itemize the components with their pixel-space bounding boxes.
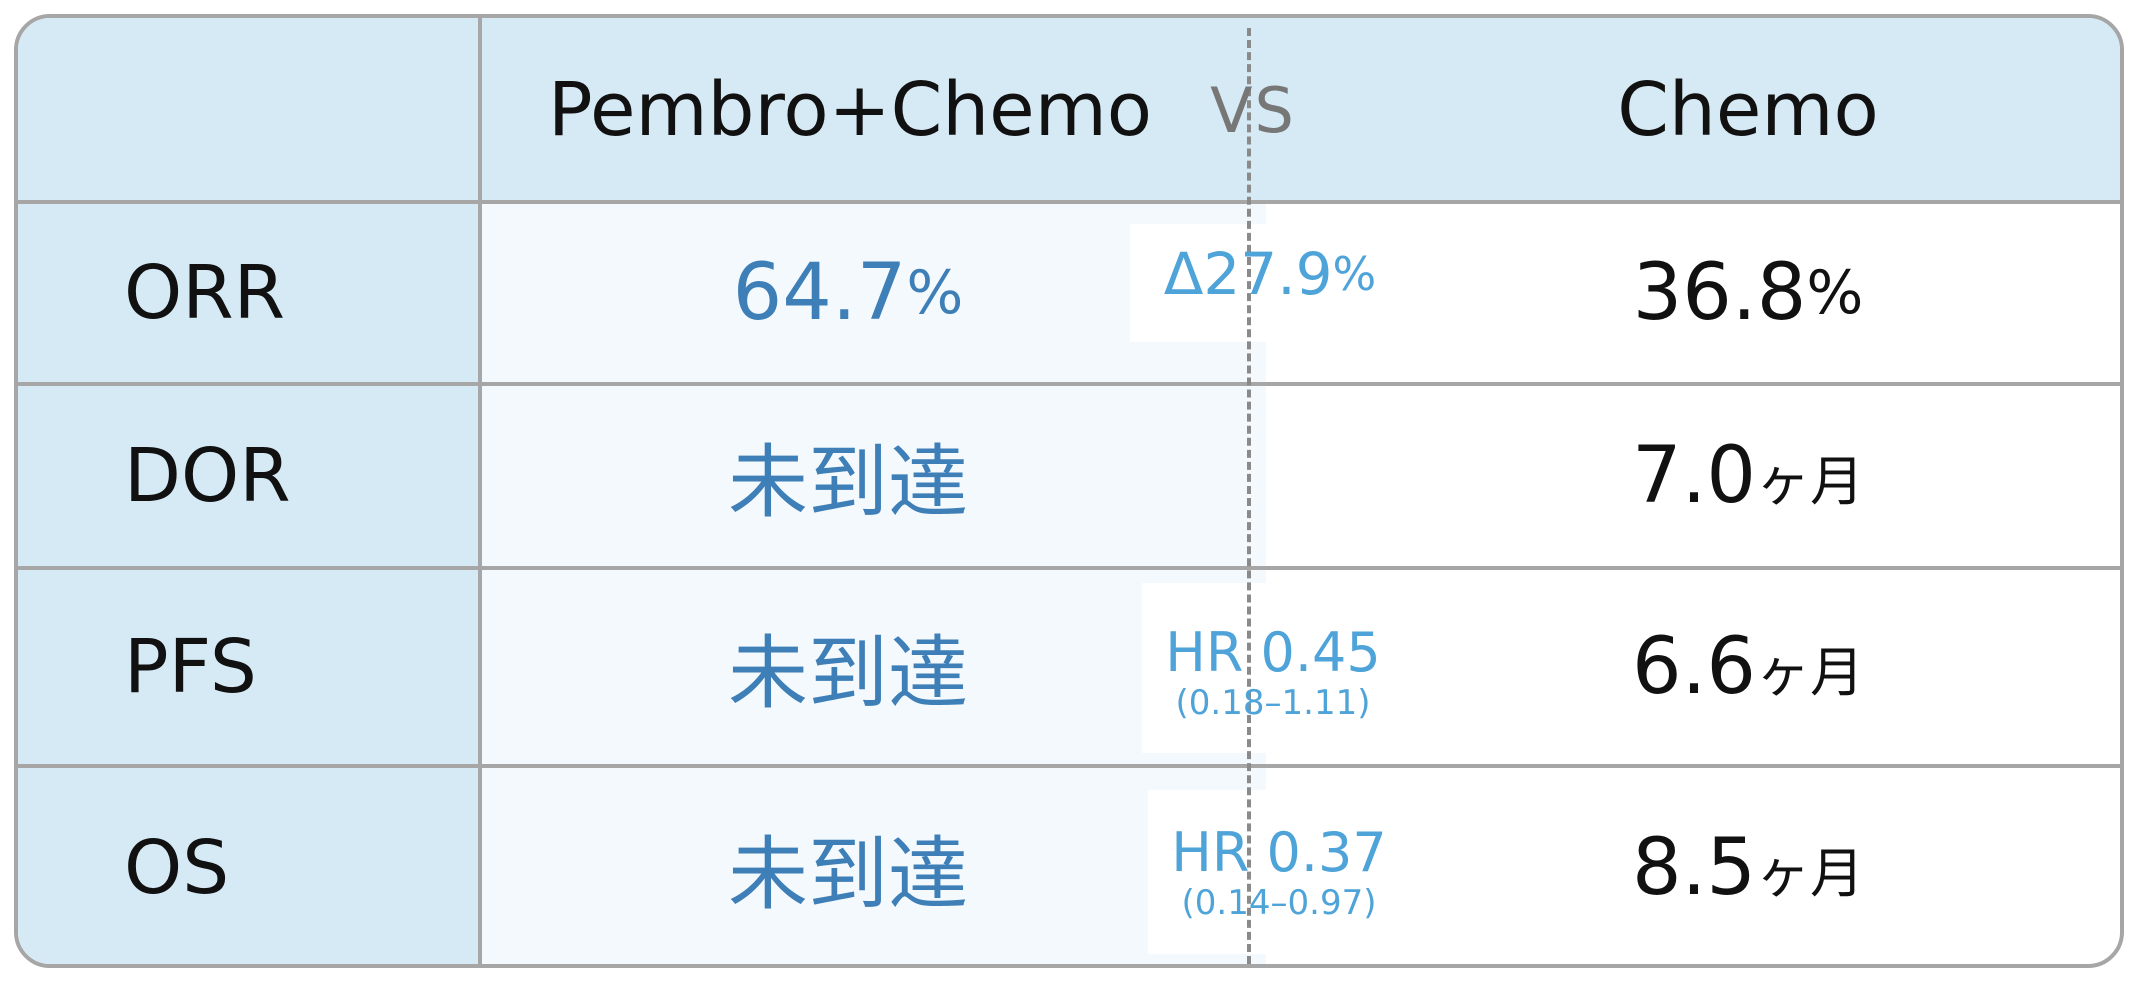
row-label-pfs: PFS <box>124 624 257 710</box>
orr-chemo-number: 36.8 <box>1632 248 1807 338</box>
os-chemo-number: 8.5 <box>1631 823 1757 913</box>
delta-patch <box>1130 224 1402 342</box>
os-hr-ci: (0.14–0.97) <box>1181 883 1377 923</box>
row-label-orr: ORR <box>124 250 286 336</box>
pfs-hr-value: HR 0.45 <box>1165 621 1381 684</box>
dor-pembro-value: 未到達 <box>728 436 968 529</box>
dor-chemo-value: 7.0 ヶ月 <box>1518 386 1978 566</box>
pfs-pembro-value: 未到達 <box>728 627 968 720</box>
dor-chemo-number: 7.0 <box>1631 431 1757 521</box>
orr-pembro-unit: % <box>906 258 964 328</box>
row-divider-header <box>18 200 2120 204</box>
orr-pembro-value: 64.7% <box>618 204 1078 382</box>
orr-chemo-value: 36.8% <box>1518 204 1978 382</box>
orr-pembro-number: 64.7 <box>732 248 907 338</box>
os-chemo-unit: ヶ月 <box>1756 841 1865 905</box>
pfs-chemo-number: 6.6 <box>1631 622 1757 712</box>
dor-chemo-unit: ヶ月 <box>1756 449 1865 513</box>
vs-dashed-line <box>1247 28 1251 964</box>
orr-delta: Δ27.9% <box>1130 224 1410 324</box>
column-divider <box>478 18 482 964</box>
pfs-hr-ci: (0.18–1.11) <box>1175 683 1371 723</box>
os-hazard-ratio: HR 0.37 (0.14–0.97) <box>1134 808 1424 938</box>
pfs-chemo-unit: ヶ月 <box>1756 640 1865 704</box>
header-band <box>18 18 2120 202</box>
header-pembro-chemo: Pembro+Chemo <box>547 67 1153 153</box>
comparison-table: Pembro+Chemo VS Chemo ORR 64.7% Δ27.9% 3… <box>14 14 2124 968</box>
header-chemo: Chemo <box>1617 67 1879 153</box>
header-vs: VS <box>1210 73 1296 147</box>
os-hr-value: HR 0.37 <box>1171 821 1387 884</box>
orr-chemo-unit: % <box>1806 258 1864 328</box>
pfs-hazard-ratio: HR 0.45 (0.18–1.11) <box>1128 608 1418 738</box>
row-label-dor: DOR <box>124 433 291 519</box>
row-label-os: OS <box>124 825 230 911</box>
pfs-chemo-value: 6.6 ヶ月 <box>1518 570 1978 764</box>
orr-delta-number: Δ27.9 <box>1163 240 1333 308</box>
row-divider-2 <box>18 566 2120 570</box>
row-divider-1 <box>18 382 2120 386</box>
hr-os-patch <box>1148 790 1402 954</box>
hr-pfs-patch <box>1142 583 1402 753</box>
orr-delta-unit: % <box>1332 247 1377 301</box>
row-divider-3 <box>18 764 2120 768</box>
os-pembro-value: 未到達 <box>728 828 968 921</box>
os-chemo-value: 8.5 ヶ月 <box>1518 768 1978 964</box>
